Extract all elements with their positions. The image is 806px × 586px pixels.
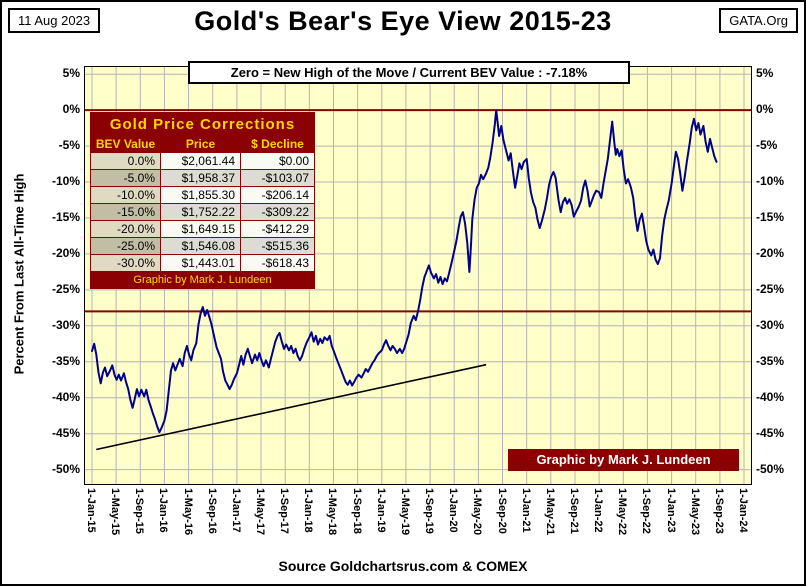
x-tick-label: 1-Sep-22 <box>640 488 652 534</box>
table-cell: -30.0% <box>90 254 161 272</box>
table-row: -5.0% $1,958.37 -$103.07 <box>90 169 315 187</box>
y-tick-label: -50% <box>51 462 80 476</box>
y-tick-label: -10% <box>51 174 80 188</box>
table-cell: -15.0% <box>90 203 161 221</box>
corrections-table-title: Gold Price Corrections <box>90 112 315 136</box>
y-tick-label: -20% <box>51 246 80 260</box>
y-tick-label: 5% <box>62 66 80 80</box>
table-cell: -$309.22 <box>240 203 315 221</box>
table-cell: $1,958.37 <box>160 169 241 187</box>
y-tick-label: 0% <box>756 102 774 116</box>
x-tick-label: 1-Sep-18 <box>351 488 363 534</box>
x-tick-label: 1-Sep-16 <box>206 488 218 534</box>
corrections-table: Gold Price Corrections BEV Value Price $ D… <box>90 112 315 289</box>
x-tick-label: 1-May-22 <box>616 488 628 536</box>
x-tick-label: 1-Jan-19 <box>375 488 387 533</box>
table-cell: $1,649.15 <box>160 220 241 238</box>
y-tick-label: 0% <box>62 102 80 116</box>
y-tick-label: -45% <box>51 426 80 440</box>
x-tick-label: 1-May-15 <box>109 488 121 536</box>
x-tick-label: 1-May-19 <box>399 488 411 536</box>
table-cell: $1,546.08 <box>160 237 241 255</box>
table-row: 0.0% $2,061.44 $0.00 <box>90 152 315 170</box>
x-tick-label: 1-Jan-17 <box>230 488 242 533</box>
table-cell: $2,061.44 <box>160 152 241 170</box>
y-tick-label: -35% <box>51 354 80 368</box>
x-tick-label: 1-May-20 <box>471 488 483 536</box>
y-tick-label: -15% <box>51 210 80 224</box>
x-tick-label: 1-Jan-24 <box>737 488 749 533</box>
y-axis-title: Percent From Last All-Time High <box>11 173 27 375</box>
date-box: 11 Aug 2023 <box>8 8 101 33</box>
table-cell: -$618.43 <box>240 254 315 272</box>
y-tick-label: 5% <box>756 66 774 80</box>
column-header: $ Decline <box>240 135 315 153</box>
column-header: Price <box>160 135 241 153</box>
table-cell: -$412.29 <box>240 220 315 238</box>
y-tick-label: -40% <box>756 390 785 404</box>
table-row: -30.0% $1,443.01 -$618.43 <box>90 254 315 272</box>
corrections-table-header-row: BEV Value Price $ Decline <box>90 135 315 153</box>
y-tick-label: -50% <box>756 462 785 476</box>
x-tick-label: 1-Jan-16 <box>157 488 169 533</box>
x-tick-label: 1-Jan-15 <box>85 488 97 533</box>
x-tick-label: 1-May-23 <box>689 488 701 536</box>
x-tick-label: 1-Sep-23 <box>713 488 725 534</box>
x-tick-label: 1-Jan-18 <box>302 488 314 533</box>
table-row: -25.0% $1,546.08 -$515.36 <box>90 237 315 255</box>
y-tick-label: -45% <box>756 426 785 440</box>
table-cell: $1,443.01 <box>160 254 241 272</box>
table-cell: -$206.14 <box>240 186 315 204</box>
table-cell: -$515.36 <box>240 237 315 255</box>
x-tick-label: 1-Sep-21 <box>568 488 580 534</box>
x-tick-label: 1-May-18 <box>326 488 338 536</box>
x-tick-label: 1-Sep-17 <box>278 488 290 534</box>
x-tick-label: 1-Jan-20 <box>447 488 459 533</box>
column-header: BEV Value <box>90 135 161 153</box>
y-tick-label: -40% <box>51 390 80 404</box>
x-tick-label: 1-May-17 <box>254 488 266 536</box>
source-line: Source Goldchartsrus.com & COMEX <box>278 558 528 574</box>
y-tick-label: -25% <box>51 282 80 296</box>
y-tick-label: -10% <box>756 174 785 188</box>
x-tick-label: 1-Jan-21 <box>520 488 532 533</box>
y-tick-label: -30% <box>756 318 785 332</box>
table-row: -20.0% $1,649.15 -$412.29 <box>90 220 315 238</box>
table-cell: $1,752.22 <box>160 203 241 221</box>
table-cell: $1,855.30 <box>160 186 241 204</box>
table-cell: -$103.07 <box>240 169 315 187</box>
page-title: Gold's Bear's Eye View 2015-23 <box>194 6 612 36</box>
corrections-table-footer: Graphic by Mark J. Lundeen <box>90 271 315 289</box>
table-cell: $0.00 <box>240 152 315 170</box>
y-tick-label: -20% <box>756 246 785 260</box>
y-tick-label: -35% <box>756 354 785 368</box>
credit-badge: Graphic by Mark J. Lundeen <box>508 449 739 471</box>
y-tick-label: -5% <box>756 138 778 152</box>
table-row: -10.0% $1,855.30 -$206.14 <box>90 186 315 204</box>
table-cell: -20.0% <box>90 220 161 238</box>
table-cell: 0.0% <box>90 152 161 170</box>
y-tick-label: -30% <box>51 318 80 332</box>
x-tick-label: 1-May-16 <box>182 488 194 536</box>
y-tick-label: -15% <box>756 210 785 224</box>
x-tick-label: 1-Jan-22 <box>592 488 604 533</box>
table-row: -15.0% $1,752.22 -$309.22 <box>90 203 315 221</box>
x-tick-label: 1-Jan-23 <box>665 488 677 533</box>
x-tick-label: 1-Sep-15 <box>133 488 145 534</box>
gata-org-label: GATA.Org <box>719 8 798 33</box>
x-tick-label: 1-May-21 <box>544 488 556 536</box>
y-tick-label: -25% <box>756 282 785 296</box>
table-cell: -10.0% <box>90 186 161 204</box>
x-tick-label: 1-Sep-20 <box>496 488 508 534</box>
table-cell: -25.0% <box>90 237 161 255</box>
y-tick-label: -5% <box>58 138 80 152</box>
x-tick-label: 1-Sep-19 <box>423 488 435 534</box>
table-cell: -5.0% <box>90 169 161 187</box>
subtitle-box: Zero = New High of the Move / Current BE… <box>188 61 630 84</box>
